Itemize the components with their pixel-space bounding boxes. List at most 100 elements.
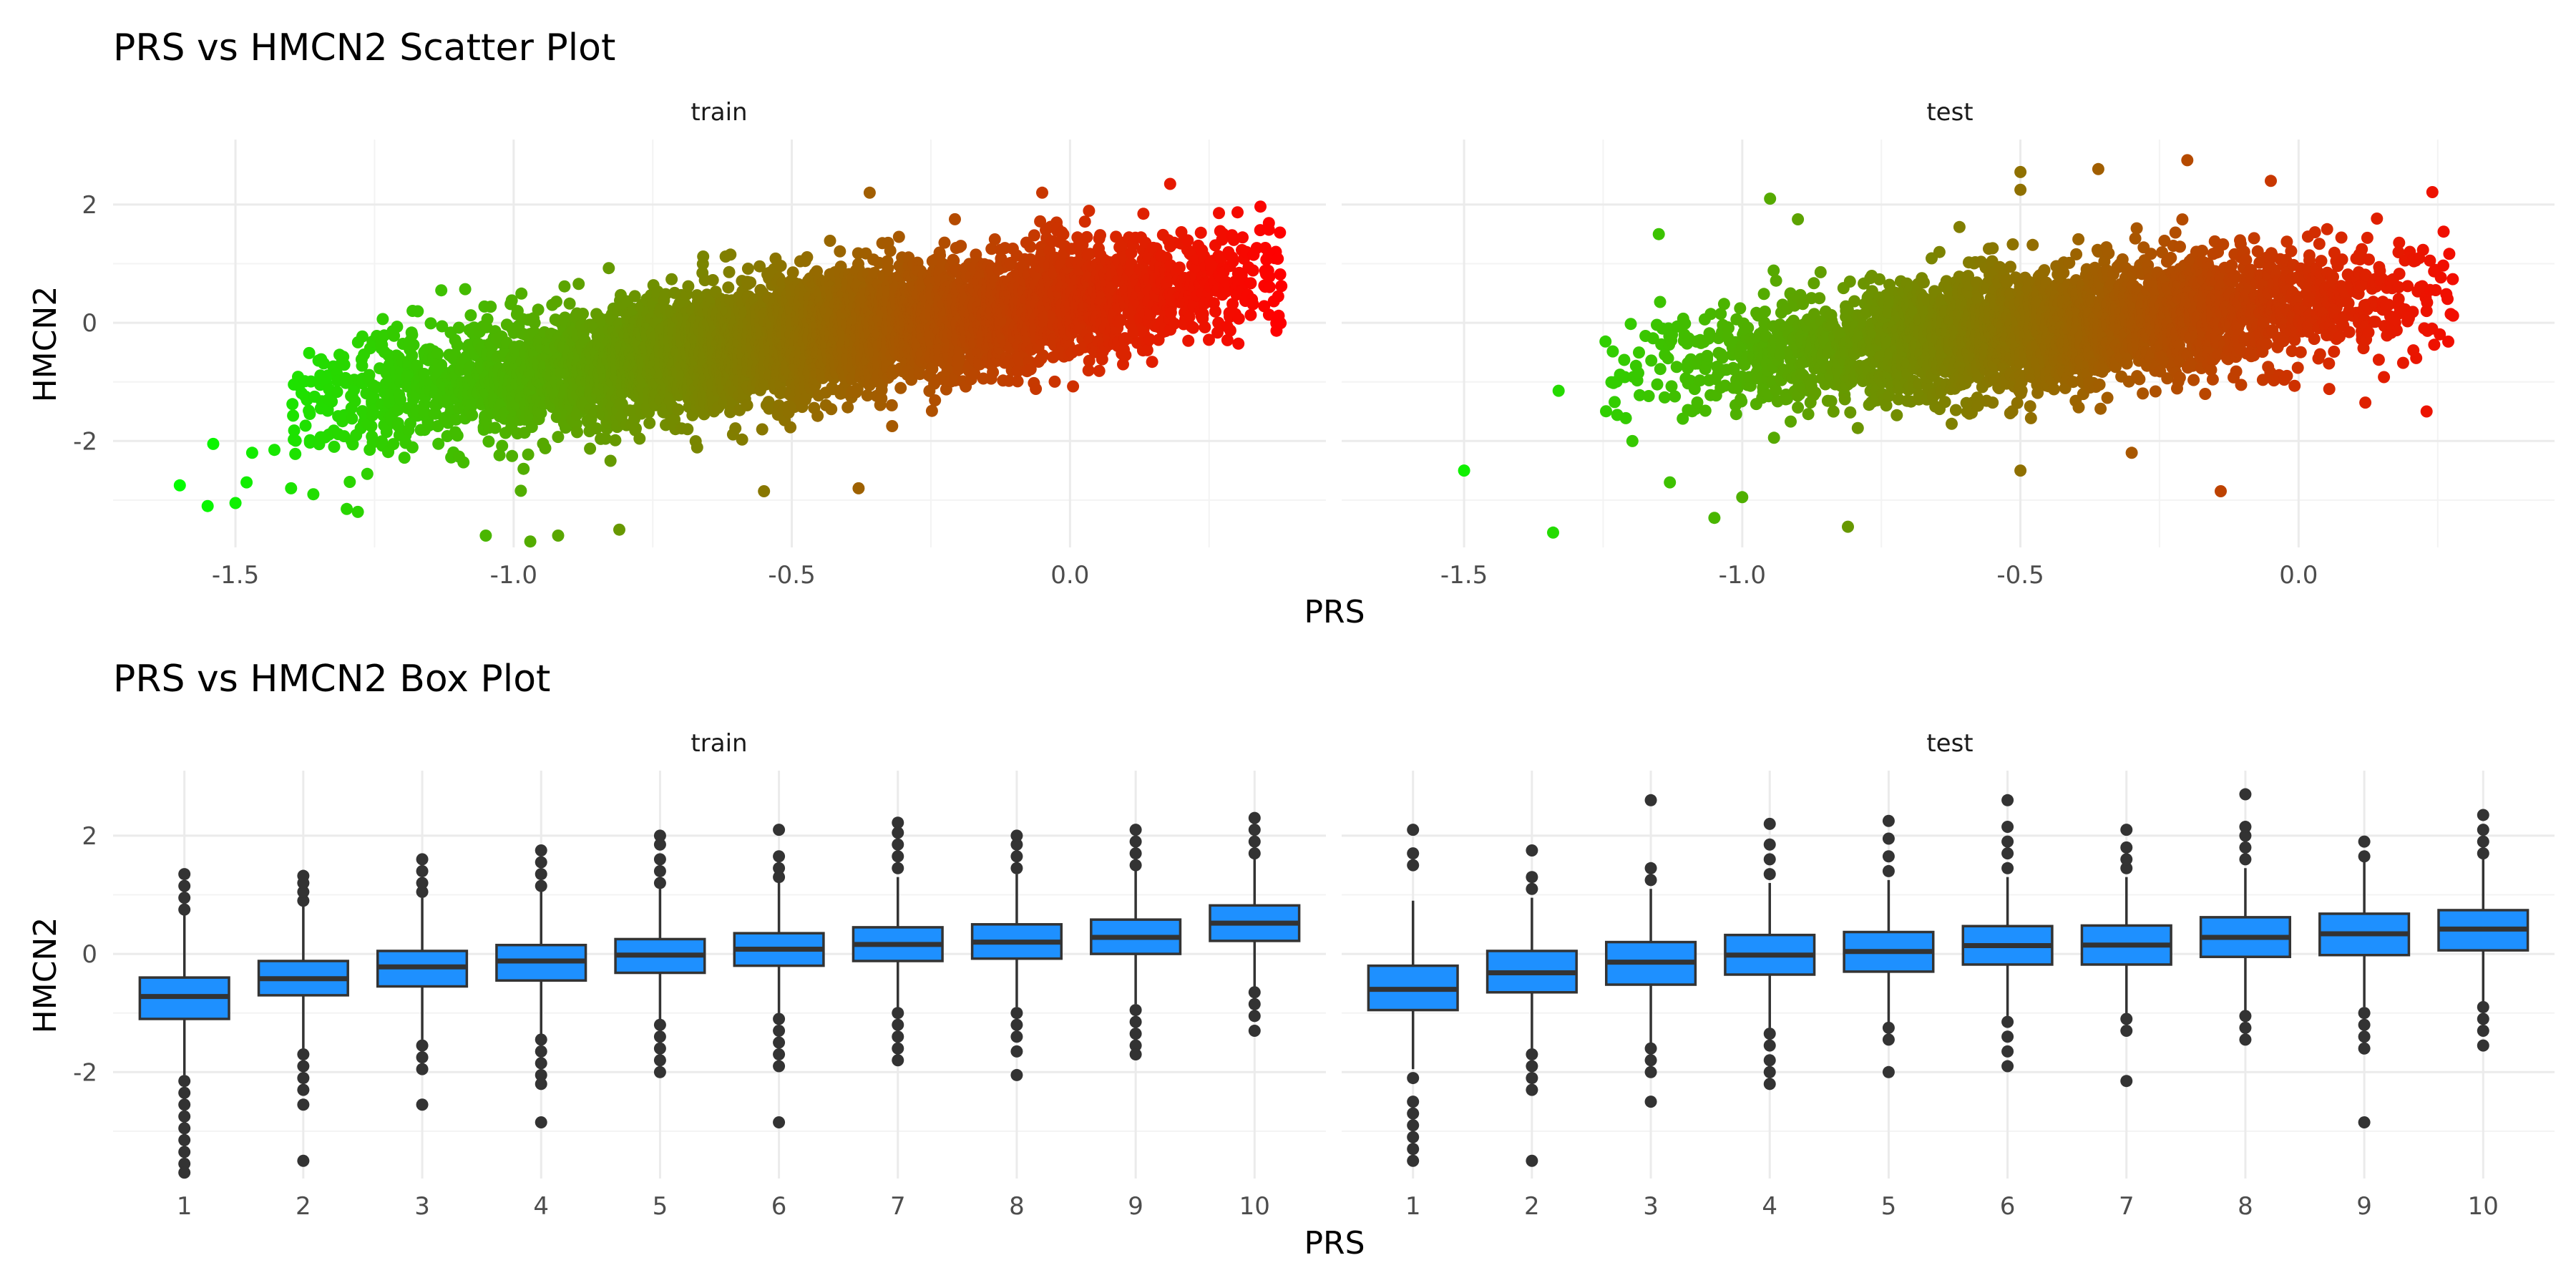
scatter-point <box>392 419 405 432</box>
scatter-point <box>633 432 646 445</box>
scatter-point <box>517 462 530 475</box>
scatter-point <box>406 441 419 454</box>
scatter-point <box>449 413 462 426</box>
scatter-point <box>481 313 494 326</box>
scatter-point <box>484 301 497 313</box>
scatter-point <box>229 497 242 509</box>
scatter-point <box>376 313 389 326</box>
scatter-point <box>423 419 436 432</box>
scatter-point <box>894 381 907 394</box>
scatter-point <box>741 263 754 275</box>
scatter-point <box>366 404 379 417</box>
scatter-point <box>938 236 951 249</box>
scatter-point <box>394 393 406 406</box>
scatter-point <box>784 421 797 434</box>
scatter-point <box>326 395 338 408</box>
scatter-point <box>682 280 695 293</box>
scatter-point <box>505 294 518 307</box>
scatter-point <box>496 439 509 452</box>
scatter-point <box>303 346 316 359</box>
scatter-point <box>341 502 353 515</box>
scatter-point <box>245 447 258 459</box>
scatter-point <box>955 240 967 253</box>
scatter-point <box>363 369 376 381</box>
scatter-point <box>892 230 905 243</box>
scatter-point <box>811 409 824 422</box>
scatter-point <box>424 317 437 330</box>
scatter-point <box>584 442 597 455</box>
scatter-point <box>1024 240 1037 253</box>
scatter-point <box>268 444 280 457</box>
scatter-point <box>672 403 685 416</box>
scatter-point <box>482 435 495 448</box>
scatter-point <box>535 406 547 419</box>
scatter-point <box>522 448 535 461</box>
scatter-point <box>356 330 369 343</box>
scatter-point <box>343 476 356 488</box>
scatter-point <box>571 426 583 439</box>
scatter-point <box>493 449 506 462</box>
scatter-point <box>514 484 527 497</box>
scatter-point <box>286 398 299 411</box>
scatter-point <box>406 349 419 362</box>
scatter-point <box>365 420 378 433</box>
scatter-point <box>431 348 444 361</box>
scatter-point <box>351 505 364 518</box>
scatter-point <box>361 467 374 480</box>
scatter-point <box>303 434 316 447</box>
scatter-point <box>398 452 411 464</box>
scatter-point <box>558 280 571 293</box>
scatter-point <box>391 321 404 333</box>
scatter-point <box>348 384 361 396</box>
scatter-point <box>987 366 1000 379</box>
scatter-point <box>988 233 1001 245</box>
scatter-point <box>367 391 380 404</box>
scatter-point <box>539 441 552 454</box>
scatter-point <box>925 404 938 417</box>
scatter-point <box>201 499 214 512</box>
scatter-point <box>328 440 341 453</box>
scatter-point <box>532 303 545 316</box>
scatter-point <box>432 437 445 450</box>
scatter-point <box>489 421 502 434</box>
scatter-point <box>452 321 465 334</box>
scatter-point <box>550 296 562 308</box>
scatter-point <box>457 456 470 469</box>
scatter-point <box>307 488 320 501</box>
scatter-point <box>506 449 519 462</box>
scatter-title: PRS vs HMCN2 Scatter Plot <box>113 26 615 69</box>
scatter-point <box>435 284 448 297</box>
scatter-point <box>387 438 400 451</box>
scatter-point <box>602 262 615 275</box>
scatter-point <box>665 273 678 286</box>
scatter-point <box>404 417 416 430</box>
scatter-point <box>741 399 753 411</box>
scatter-strip-train: train <box>691 98 747 127</box>
scatter-point <box>722 281 735 294</box>
scatter-point <box>801 251 814 263</box>
scatter-point <box>305 375 318 388</box>
scatter-point <box>285 482 298 494</box>
scatter-point <box>929 394 942 406</box>
scatter-point <box>406 328 419 341</box>
scatter-point <box>590 422 602 435</box>
scatter-point <box>577 308 589 320</box>
scatter-point <box>303 408 316 420</box>
scatter-point <box>515 287 528 300</box>
scatter-point <box>604 454 617 467</box>
scatter-point <box>288 424 301 437</box>
scatter-point <box>786 266 799 279</box>
scatter-point <box>613 523 625 536</box>
scatter-point <box>863 186 876 199</box>
scatter-point <box>1011 375 1024 388</box>
scatter-point <box>466 409 479 421</box>
scatter-point <box>411 305 424 318</box>
scatter-point <box>173 479 186 492</box>
scatter-point <box>885 399 898 411</box>
scatter-point <box>643 416 656 429</box>
scatter-point <box>723 265 736 278</box>
scatter-point <box>299 419 312 432</box>
scatter-point <box>886 420 899 432</box>
scatter-point <box>451 339 464 351</box>
